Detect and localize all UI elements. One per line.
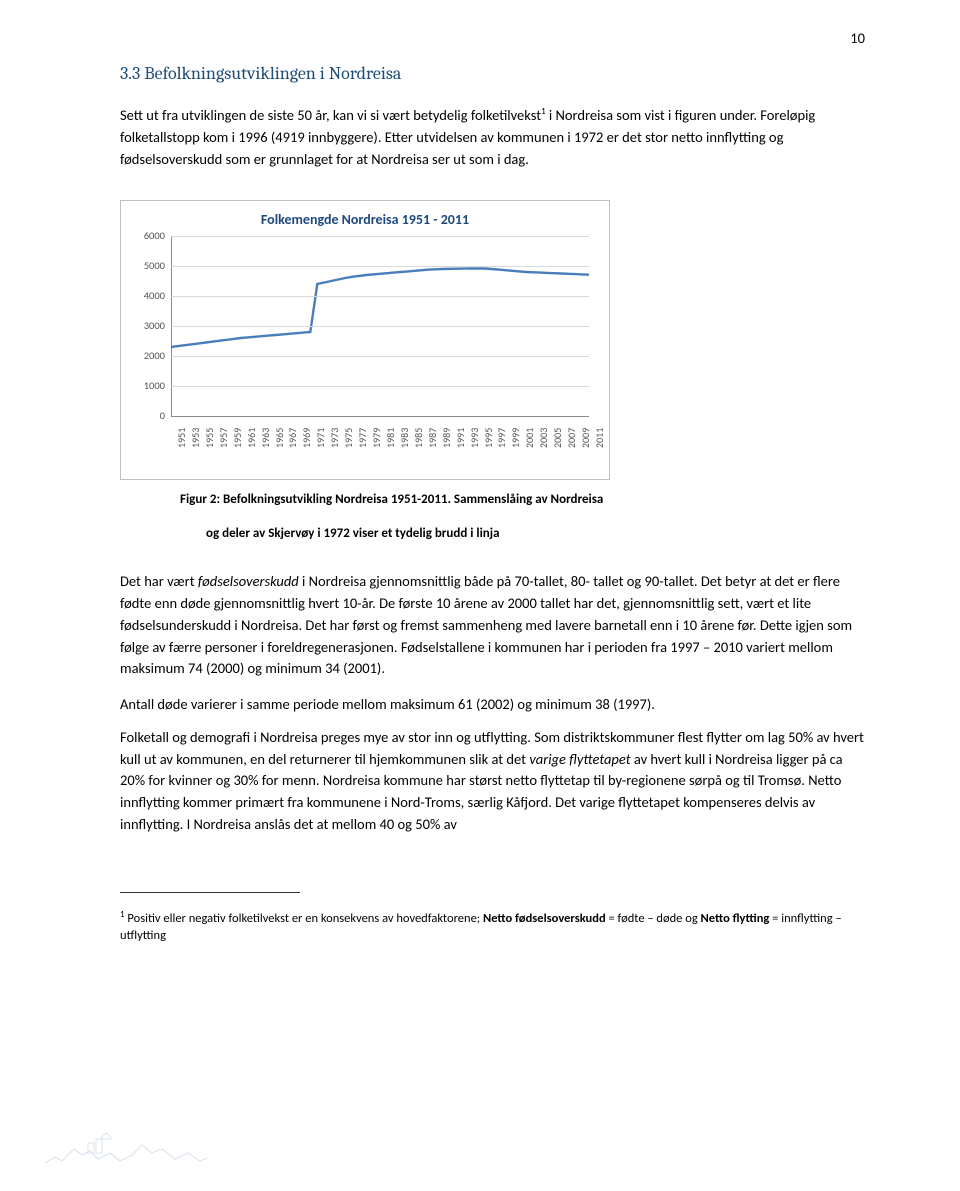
- chart-title: Folkemengde Nordreisa 1951 - 2011: [131, 209, 599, 230]
- para2-seg-b: fødselsoverskudd: [198, 572, 299, 590]
- chart-gridline: [171, 386, 589, 387]
- chart-plot-area: 1951195319551957195919611963196519671969…: [141, 236, 591, 446]
- chart-gridline: [171, 266, 589, 267]
- chart-x-tick-label: 2011: [592, 428, 607, 448]
- chart-gridline: [171, 356, 589, 357]
- chart-x-tick-label: 2005: [550, 428, 565, 448]
- chart-y-tick-label: 3000: [144, 318, 165, 334]
- chart-x-tick-label: 1957: [216, 428, 231, 448]
- chart-x-tick-label: 2009: [578, 428, 593, 448]
- chart-x-tick-label: 1955: [202, 428, 217, 448]
- figure-caption-line2: og deler av Skjervøy i 1972 viser et tyd…: [206, 524, 865, 544]
- chart-y-tick-label: 2000: [144, 348, 165, 364]
- footnote-seg-d: Netto flytting: [701, 911, 770, 926]
- footnote-seg-b: Netto fødselsoverskudd: [483, 911, 606, 926]
- figure-caption-line1: Figur 2: Befolkningsutvikling Nordreisa …: [180, 490, 865, 510]
- section-heading: 3.3 Befolkningsutviklingen i Nordreisa: [120, 60, 865, 87]
- footnote-1: 1 Positiv eller negativ folketilvekst er…: [120, 909, 865, 945]
- chart-x-tick-label: 1953: [188, 428, 203, 448]
- footnote-seg-c: = fødte – døde og: [606, 911, 701, 926]
- page-number-top: 10: [850, 28, 865, 50]
- chart-x-tick-label: 1959: [230, 428, 245, 448]
- chart-x-labels: 1951195319551957195919611963196519671969…: [171, 420, 589, 460]
- para1-seg-a: Sett ut fra utviklingen de siste 50 år, …: [120, 106, 541, 124]
- chart-x-tick-label: 1979: [369, 428, 384, 448]
- chart-y-tick-label: 0: [160, 408, 165, 424]
- chart-x-tick-label: 1981: [383, 428, 398, 448]
- chart-y-tick-label: 1000: [144, 378, 165, 394]
- chart-gridline: [171, 296, 589, 297]
- population-chart: Folkemengde Nordreisa 1951 - 2011 195119…: [120, 200, 610, 480]
- paragraph-2: Det har vært fødselsoverskudd i Nordreis…: [120, 571, 865, 680]
- chart-x-tick-label: 1977: [355, 428, 370, 448]
- chart-x-tick-label: 1963: [258, 428, 273, 448]
- chart-x-tick-label: 1983: [397, 428, 412, 448]
- para2-seg-a: Det har vært: [120, 572, 198, 590]
- footer-logo: [40, 1131, 210, 1171]
- chart-y-tick-label: 6000: [144, 228, 165, 244]
- chart-x-tick-label: 2007: [564, 428, 579, 448]
- chart-x-tick-label: 1987: [425, 428, 440, 448]
- chart-gridline: [171, 326, 589, 327]
- chart-x-tick-label: 1985: [411, 428, 426, 448]
- footnote-separator: [120, 892, 300, 893]
- chart-x-tick-label: 1951: [174, 428, 189, 448]
- chart-x-tick-label: 1993: [467, 428, 482, 448]
- chart-y-tick-label: 5000: [144, 258, 165, 274]
- chart-x-tick-label: 1991: [453, 428, 468, 448]
- chart-x-tick-label: 1975: [341, 428, 356, 448]
- paragraph-1: Sett ut fra utviklingen de siste 50 år, …: [120, 105, 865, 170]
- footnote-seg-a: Positiv eller negativ folketilvekst er e…: [125, 911, 483, 926]
- chart-y-tick-label: 4000: [144, 288, 165, 304]
- paragraph-4: Folketall og demografi i Nordreisa prege…: [120, 727, 865, 836]
- chart-x-tick-label: 1989: [439, 428, 454, 448]
- paragraph-3: Antall døde varierer i samme periode mel…: [120, 694, 865, 716]
- chart-gridline: [171, 236, 589, 237]
- para4-seg-b: varige flyttetapet: [529, 750, 630, 768]
- chart-gridline: [171, 416, 589, 417]
- chart-x-tick-label: 1961: [244, 428, 259, 448]
